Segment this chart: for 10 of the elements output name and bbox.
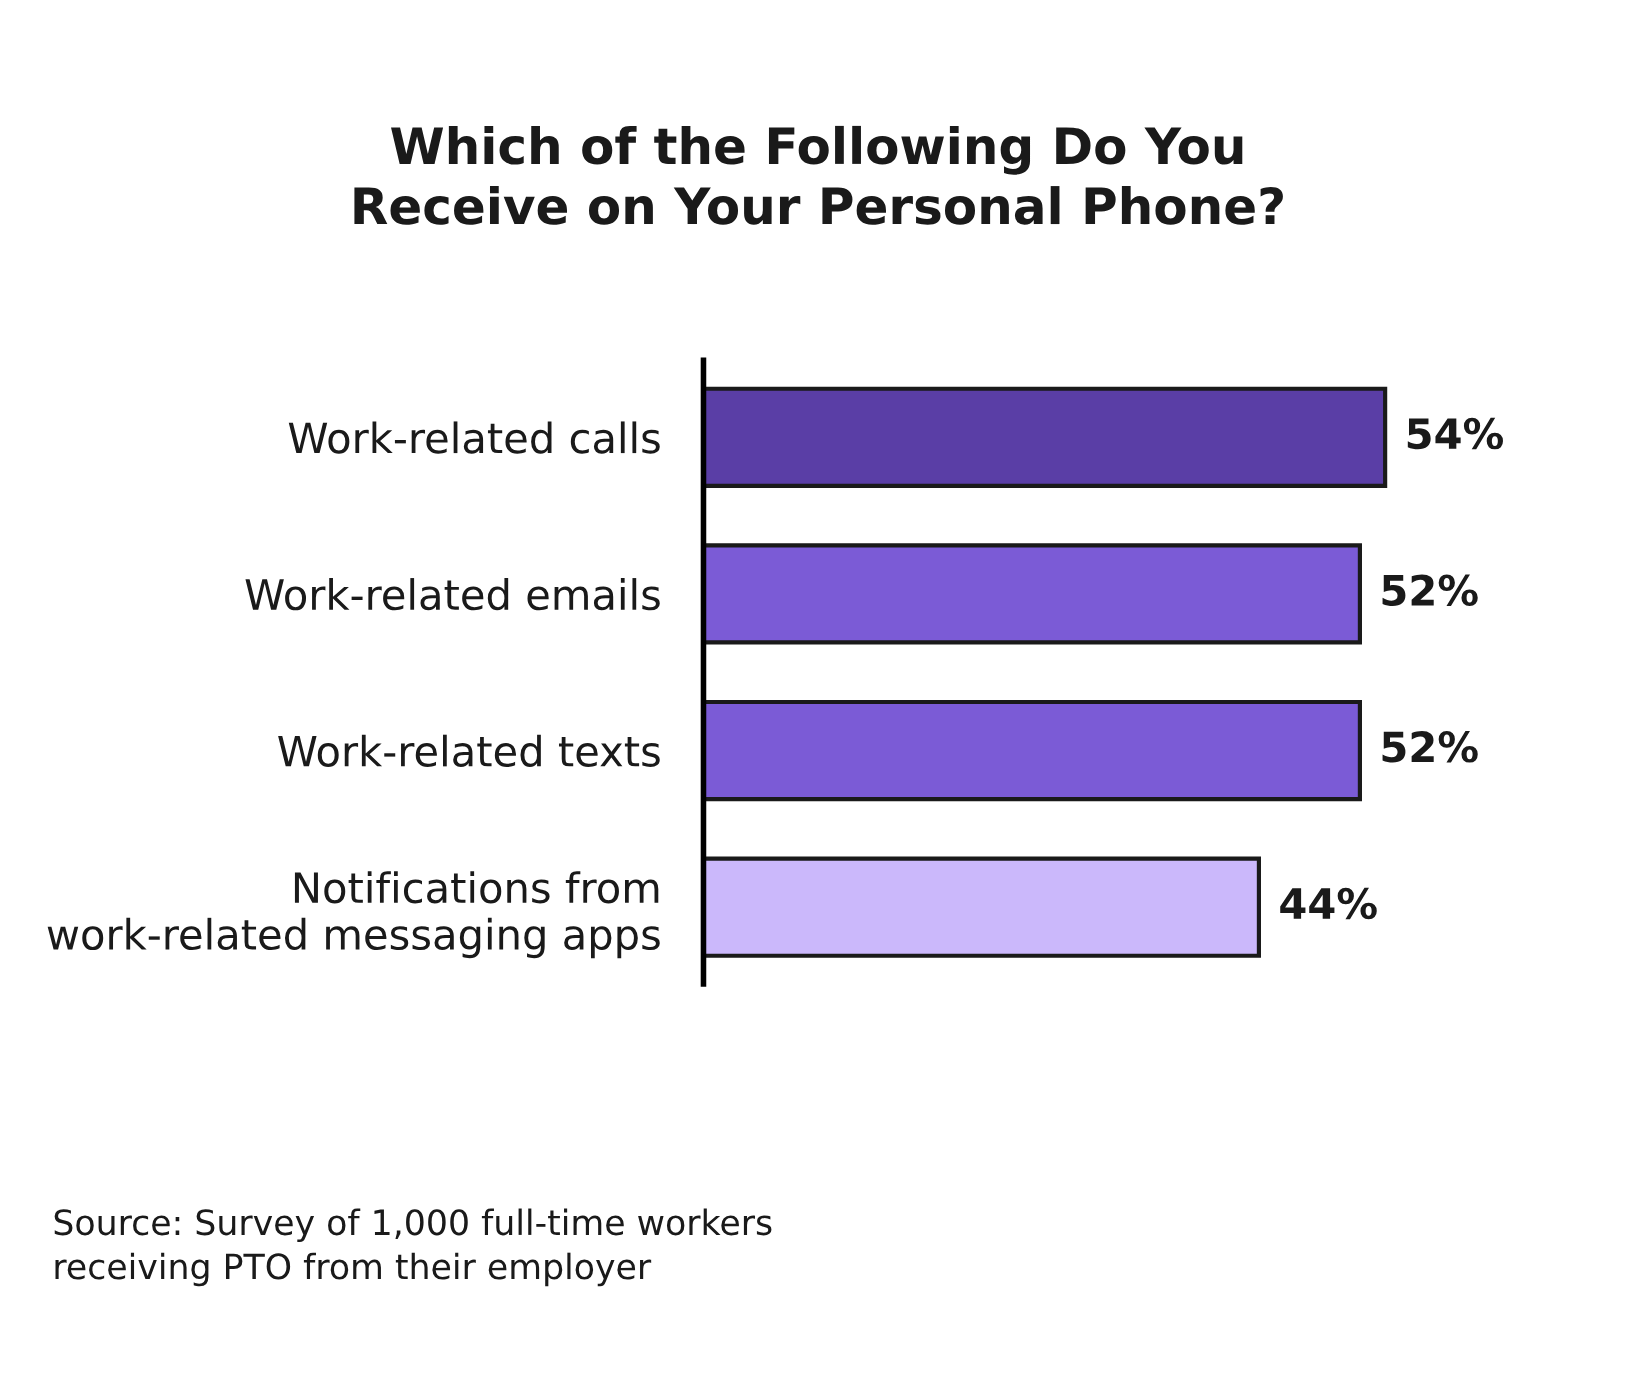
data-label: 44% xyxy=(1280,887,1377,920)
y-tick-label: Work-related texts xyxy=(278,734,660,767)
data-label: 54% xyxy=(1407,417,1503,450)
y-tick-label: Notifications from work-related messaging apps xyxy=(47,871,660,959)
y-tick-label: Work-related calls xyxy=(288,421,660,454)
y-tick-label: Work-related emails xyxy=(245,578,660,611)
chart-title: Which of the Following Do You Receive on Your Personal Phone? xyxy=(354,125,1283,225)
data-label: 52% xyxy=(1382,731,1478,763)
data-label: 52% xyxy=(1382,574,1478,606)
source-note: Source: Survey of 1,000 full-time workers receiving PTO from their employer xyxy=(54,1208,772,1287)
